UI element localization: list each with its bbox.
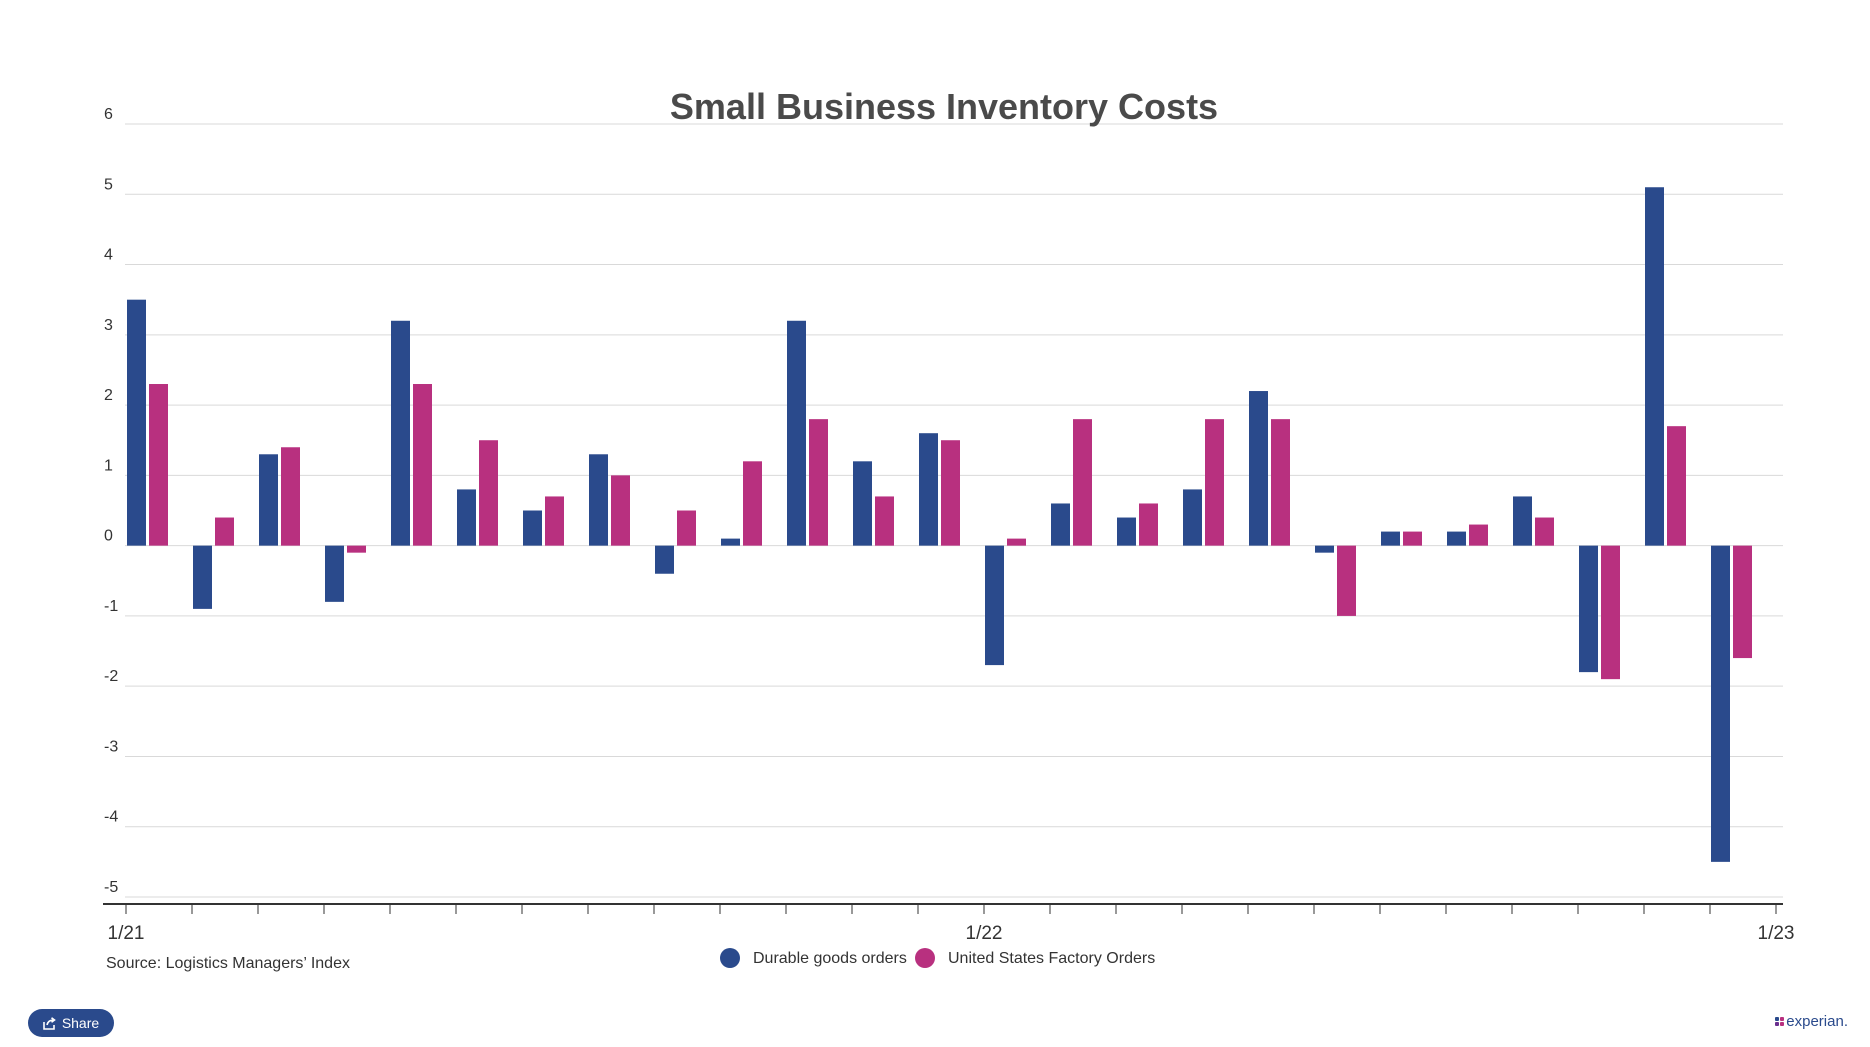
bar [1249, 391, 1268, 546]
share-button[interactable]: Share [28, 1009, 114, 1037]
bar [1007, 538, 1026, 546]
legend-label[interactable]: Durable goods orders [753, 950, 907, 967]
bar [1579, 545, 1598, 673]
bars [127, 187, 1752, 862]
bar [1381, 531, 1400, 546]
y-tick-label: 2 [104, 387, 113, 404]
legend[interactable]: Durable goods orders United States Factor… [720, 948, 1155, 968]
bar [347, 545, 366, 553]
bar [677, 510, 696, 546]
x-tick-label: 1/23 [1758, 923, 1795, 944]
bar [743, 461, 762, 546]
bar [1315, 545, 1334, 553]
y-tick-label: -4 [104, 809, 118, 826]
bar [479, 440, 498, 546]
bar [127, 299, 146, 546]
bar [1469, 524, 1488, 546]
bar [611, 475, 630, 546]
bar [259, 454, 278, 546]
bar [1337, 545, 1356, 616]
bar [391, 320, 410, 546]
bar [1667, 426, 1686, 546]
bar [1117, 517, 1136, 546]
bar [655, 545, 674, 574]
y-axis-ticks: 6 5 4 3 2 1 0 -1 -2 -3 -4 -5 [104, 106, 118, 896]
bar [853, 461, 872, 546]
bar [1403, 531, 1422, 546]
bar [809, 419, 828, 546]
bar [1051, 503, 1070, 546]
y-tick-label: 0 [104, 528, 113, 545]
bar [1205, 419, 1224, 546]
y-tick-label: -5 [104, 879, 118, 896]
bar [1711, 545, 1730, 862]
bar [523, 510, 542, 546]
bar [1447, 531, 1466, 546]
bar [215, 517, 234, 546]
bar [919, 433, 938, 546]
y-tick-label: 1 [104, 457, 113, 474]
bar [457, 489, 476, 546]
chart-title: Small Business Inventory Costs [670, 86, 1218, 127]
brand-logo: experian. [1775, 1013, 1848, 1030]
chart-source: Source: Logistics Managers’ Index [106, 955, 350, 972]
bar [1733, 545, 1752, 659]
y-tick-label: 4 [104, 247, 113, 264]
bar [1513, 496, 1532, 546]
bar [1601, 545, 1620, 680]
bar [985, 545, 1004, 666]
bar [413, 384, 432, 546]
bar [281, 447, 300, 546]
x-axis: 1/21 1/22 1/23 [103, 903, 1795, 944]
bar [941, 440, 960, 546]
legend-label[interactable]: United States Factory Orders [948, 950, 1155, 967]
legend-swatch[interactable] [720, 948, 740, 968]
legend-swatch[interactable] [915, 948, 935, 968]
bar [1183, 489, 1202, 546]
share-label: Share [61, 1015, 100, 1031]
bar [193, 545, 212, 609]
bar [875, 496, 894, 546]
bar [787, 320, 806, 546]
brand-name: experian. [1786, 1013, 1848, 1030]
bar [545, 496, 564, 546]
y-tick-label: -3 [104, 738, 118, 755]
bar [589, 454, 608, 546]
bar [325, 545, 344, 602]
bar [1645, 187, 1664, 546]
bar [149, 384, 168, 546]
share-icon [43, 1016, 56, 1030]
y-tick-label: -1 [104, 598, 118, 615]
bar [1271, 419, 1290, 546]
x-tick-label: 1/21 [108, 923, 145, 944]
y-tick-label: 3 [104, 317, 113, 334]
y-tick-label: 5 [104, 176, 113, 193]
bar [1139, 503, 1158, 546]
bar [1535, 517, 1554, 546]
logo-dots-icon [1775, 1017, 1785, 1026]
x-tick-label: 1/22 [966, 923, 1003, 944]
y-tick-label: -2 [104, 668, 118, 685]
bar [721, 538, 740, 546]
bar [1073, 419, 1092, 546]
y-tick-label: 6 [104, 106, 113, 123]
